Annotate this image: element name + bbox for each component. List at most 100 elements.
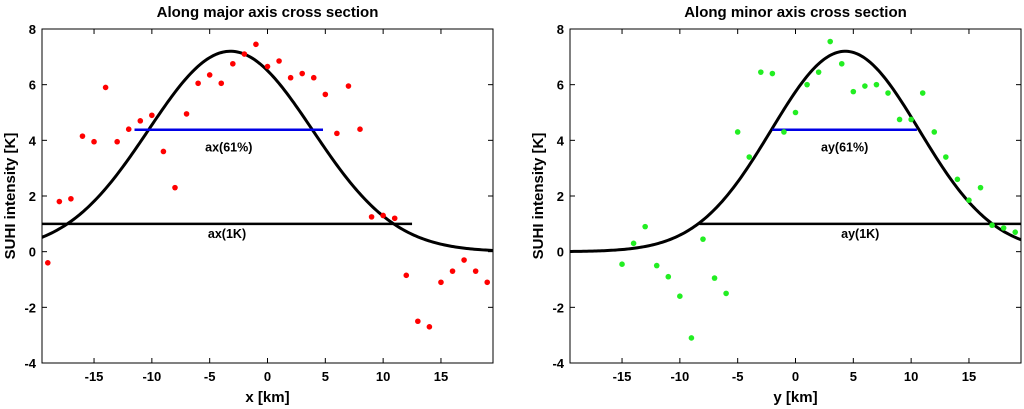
data-point: [102, 84, 109, 91]
data-point: [426, 324, 433, 330]
data-point: [943, 154, 949, 160]
data-point: [896, 116, 903, 123]
data-point: [977, 184, 984, 191]
data-point: [183, 111, 190, 117]
y-tick-label: 4: [557, 133, 565, 148]
data-point: [758, 69, 764, 75]
x-tick-label: -5: [732, 369, 744, 384]
data-point: [815, 69, 822, 75]
x-tick-label: 5: [322, 369, 329, 384]
data-point: [91, 138, 97, 145]
width-61-label: ay(61%): [821, 140, 868, 154]
data-point: [137, 118, 144, 124]
data-point: [862, 83, 868, 89]
x-tick-label: 10: [904, 369, 918, 384]
data-point: [368, 214, 375, 220]
data-point: [391, 215, 398, 222]
data-point: [125, 126, 132, 132]
data-point: [677, 293, 683, 300]
data-point: [619, 261, 625, 267]
chart-title: Along minor axis cross section: [684, 4, 907, 21]
y-tick-label: 0: [557, 245, 564, 260]
data-point: [403, 272, 410, 279]
data-point: [172, 184, 178, 191]
data-point: [484, 279, 491, 286]
y-axis-label: SUHI intensity [K]: [2, 133, 19, 260]
data-point: [461, 257, 467, 263]
data-point: [149, 112, 155, 119]
plot-content: [570, 38, 1021, 341]
data-point: [345, 83, 352, 89]
data-point: [792, 109, 799, 116]
data-point: [299, 70, 305, 77]
data-point: [1000, 225, 1007, 231]
data-point: [334, 130, 340, 137]
data-point: [44, 260, 51, 266]
data-point: [665, 273, 672, 280]
data-point: [241, 51, 248, 57]
data-point: [114, 138, 120, 145]
data-point: [160, 148, 167, 155]
data-point: [781, 129, 787, 135]
y-tick-label: 6: [557, 78, 564, 93]
x-tick-label: -15: [85, 369, 104, 384]
x-axis-label: y [km]: [773, 389, 817, 406]
data-point: [873, 81, 880, 88]
data-point: [630, 240, 637, 247]
y-tick-label: 4: [29, 133, 37, 148]
data-point: [642, 223, 648, 230]
plot-content: [42, 41, 493, 330]
x-tick-label: 0: [264, 369, 271, 384]
x-tick-label: 10: [376, 369, 390, 384]
data-point: [804, 81, 810, 88]
data-point: [966, 197, 972, 203]
data-point: [322, 91, 329, 98]
data-point: [287, 74, 294, 81]
data-point: [276, 58, 282, 64]
y-tick-label: 0: [29, 245, 36, 260]
data-point: [230, 60, 236, 67]
y-tick-label: -4: [552, 356, 564, 371]
y-tick-label: 6: [29, 78, 36, 93]
data-point: [746, 154, 753, 160]
x-tick-label: 5: [850, 369, 857, 384]
y-tick-label: -4: [24, 356, 36, 371]
y-tick-label: -2: [552, 300, 564, 315]
data-point: [653, 262, 660, 269]
data-point: [827, 38, 833, 45]
chart-title: Along major axis cross section: [157, 4, 379, 21]
data-point: [472, 268, 479, 274]
data-point: [838, 60, 845, 67]
data-point: [206, 72, 213, 78]
y-tick-label: -2: [24, 300, 36, 315]
y-tick-label: 8: [557, 22, 564, 37]
x-axis-label: x [km]: [245, 389, 289, 406]
data-point: [438, 279, 444, 286]
data-point: [310, 74, 317, 81]
data-point: [56, 198, 63, 205]
x-tick-label: 15: [962, 369, 976, 384]
x-tick-label: -15: [613, 369, 632, 384]
width-1k-label: ay(1K): [841, 227, 879, 241]
width-1k-label: ax(1K): [208, 227, 246, 241]
data-point: [415, 318, 421, 325]
data-point: [919, 90, 926, 96]
y-tick-label: 2: [557, 189, 564, 204]
data-point: [989, 222, 995, 229]
data-point: [357, 126, 363, 132]
x-tick-label: 0: [792, 369, 799, 384]
axes-box: [569, 28, 1022, 364]
data-point: [769, 70, 776, 77]
data-point: [1012, 229, 1019, 235]
data-point: [688, 335, 695, 341]
data-point: [850, 88, 857, 95]
data-point: [908, 116, 914, 123]
data-point: [711, 275, 718, 281]
data-point: [700, 236, 706, 242]
x-tick-label: -5: [204, 369, 216, 384]
data-point: [253, 41, 259, 48]
axes-box: [41, 28, 494, 364]
x-tick-label: -10: [142, 369, 161, 384]
x-tick-label: 15: [434, 369, 448, 384]
